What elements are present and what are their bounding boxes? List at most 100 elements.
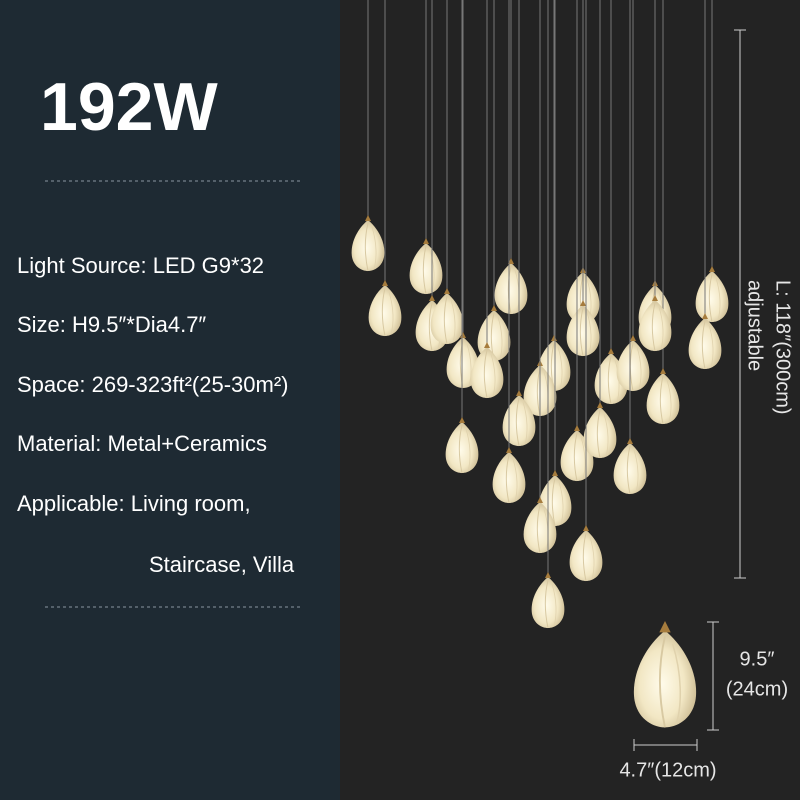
lamp (492, 447, 526, 504)
petal-fold (558, 481, 564, 525)
cap (709, 266, 715, 272)
cap (580, 300, 586, 306)
cap (537, 497, 543, 503)
petal-fold (429, 249, 435, 293)
petal-fold (651, 302, 656, 352)
spec-line: Size: H9.5″*Dia4.7″ (17, 312, 206, 337)
petal-fold (626, 445, 631, 495)
cap (627, 438, 633, 444)
petal-fold (465, 428, 471, 472)
petal-fold (708, 273, 713, 323)
size-dimension: 9.5″ (24cm) 4.7″(12cm) (619, 621, 788, 781)
wattage-title: 192W (40, 69, 218, 145)
petal-fold (666, 379, 672, 423)
petal-fold (579, 307, 584, 357)
petal-fold (633, 449, 639, 493)
cap (491, 305, 497, 311)
petal-fold (443, 295, 448, 345)
info-panel (0, 0, 340, 800)
petal-fold (659, 375, 664, 425)
lamp (633, 621, 697, 728)
cap (506, 447, 512, 453)
petal-fold (580, 436, 586, 480)
spec-line: Light Source: LED G9*32 (17, 253, 264, 278)
petal-fold (466, 343, 472, 387)
spec-line: Material: Metal+Ceramics (17, 431, 267, 456)
petal-fold (381, 287, 386, 337)
height-label: 9.5″ (740, 648, 775, 670)
lamp (502, 390, 536, 447)
cap (659, 621, 671, 633)
spec-line: Staircase, Villa (149, 552, 295, 577)
petal-fold (551, 583, 557, 627)
lamp (583, 402, 617, 459)
cap (444, 288, 450, 294)
lamp (688, 313, 722, 370)
petal-fold (589, 536, 595, 580)
lamp (531, 572, 565, 629)
length-note: adjustable (744, 280, 766, 371)
lamp (646, 368, 680, 425)
petal-fold (450, 299, 456, 343)
petal-fold (573, 432, 578, 482)
petal-fold (701, 320, 706, 370)
petal-fold (671, 643, 682, 724)
petal-fold (551, 477, 556, 527)
cap (516, 390, 522, 396)
spec-line: Applicable: Living room, (17, 491, 251, 516)
petal-fold (603, 413, 609, 457)
lamp (613, 438, 647, 495)
cap (652, 295, 658, 301)
petal-fold (507, 265, 512, 315)
petal-fold (586, 311, 592, 355)
length-label: L: 118″(300cm) (772, 280, 794, 415)
cap (459, 417, 465, 423)
lamp (695, 266, 729, 323)
cap (429, 295, 435, 301)
petal-fold (422, 245, 427, 295)
petal-fold (388, 291, 394, 335)
lamp (368, 280, 402, 337)
petal-fold (505, 454, 510, 504)
lamp (445, 417, 479, 474)
petal-fold (596, 409, 601, 459)
petal-fold (536, 367, 541, 417)
petal-fold (636, 346, 642, 390)
petal-fold (497, 316, 503, 360)
petal-fold (490, 353, 496, 397)
petal-fold (428, 302, 433, 352)
diameter-label: 4.7″(12cm) (619, 759, 716, 781)
lamp (409, 238, 443, 295)
cap (552, 470, 558, 476)
petal-fold (371, 226, 377, 270)
petal-fold (364, 222, 369, 272)
petal-fold (614, 359, 620, 403)
cap (597, 402, 603, 408)
petal-fold (512, 458, 518, 502)
petal-fold (607, 355, 612, 405)
petal-fold (483, 349, 488, 399)
lamp (470, 342, 504, 399)
lamp (430, 288, 464, 345)
petal-fold (515, 397, 520, 447)
cap (365, 215, 371, 221)
lamp (569, 525, 603, 582)
cap (583, 525, 589, 531)
cap (574, 425, 580, 431)
petal-fold (536, 504, 541, 554)
petal-fold (658, 306, 664, 350)
lamp (351, 215, 385, 272)
cap (484, 342, 490, 348)
petal-fold (659, 635, 666, 728)
lamp (566, 300, 600, 357)
petal-fold (582, 532, 587, 582)
cap (702, 313, 708, 319)
petal-fold (544, 579, 549, 629)
petal-fold (715, 277, 721, 321)
height-metric: (24cm) (726, 678, 788, 700)
cap (608, 348, 614, 354)
chandelier (351, 0, 729, 728)
cap (630, 335, 636, 341)
